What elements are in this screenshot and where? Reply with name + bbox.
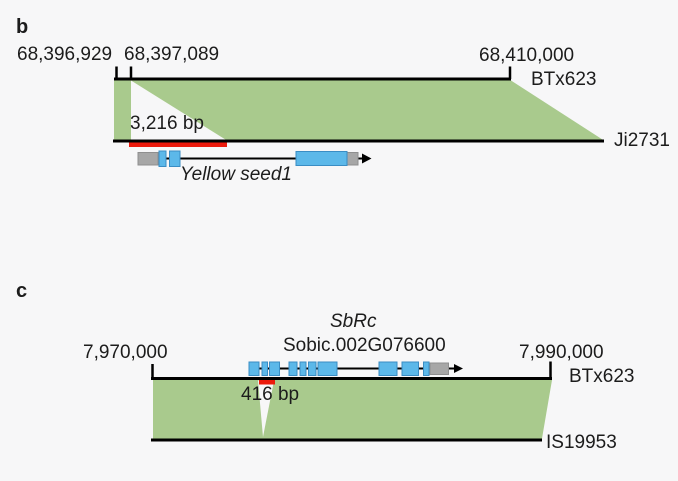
exon: [169, 150, 181, 167]
exon: [158, 150, 167, 167]
exon: [261, 361, 268, 376]
exon-boxes: [158, 150, 348, 167]
exon: [317, 361, 338, 376]
gene-id-label: Sobic.002G076600: [283, 335, 446, 356]
utr-left: [137, 152, 159, 166]
exon: [288, 361, 298, 376]
panel-c-letter: c: [16, 280, 27, 302]
gene-symbol-label: SbRc: [330, 311, 377, 332]
exon: [378, 361, 398, 376]
deletion-gap-wedge: [258, 380, 274, 437]
top-genome-label: BTx623: [531, 69, 596, 90]
coordinate-right-label: 68,410,000: [479, 45, 574, 66]
indel-size-label: 3,216 bp: [130, 113, 204, 134]
exon: [423, 361, 430, 376]
exon: [308, 361, 317, 376]
transcription-arrow-icon: [454, 364, 463, 373]
bottom-genome-label: IS19953: [546, 432, 617, 453]
panel-b-insertion-highlight: [129, 142, 227, 147]
panel-c-synteny-block: [153, 380, 552, 439]
coordinate-insertion-label: 68,397,089: [124, 44, 219, 65]
exon: [299, 361, 307, 376]
exon: [401, 361, 419, 376]
exon: [248, 361, 260, 376]
panel-c: c SbRc Sobic.002G076600 7,970,000 7,990,…: [16, 280, 634, 453]
exon: [269, 361, 280, 376]
gene-name-label: Yellow seed1: [180, 164, 292, 185]
panel-b: b 68,396,929 68,397,089 68,410,000 BTx62…: [16, 16, 670, 185]
bottom-genome-label: Ji2731: [614, 130, 670, 151]
coordinate-right-label: 7,990,000: [519, 342, 604, 363]
panel-c-gene-model: [248, 361, 463, 376]
panel-b-letter: b: [16, 16, 28, 38]
coordinate-left-label: 7,970,000: [83, 342, 168, 363]
indel-size-label: 416 bp: [241, 384, 299, 405]
panel-c-deletion-highlight: [259, 380, 275, 385]
exon-boxes: [248, 361, 430, 376]
utr-right: [346, 152, 359, 166]
synteny-left-strip: [114, 80, 131, 141]
coordinate-left-label: 68,396,929: [17, 44, 112, 65]
synteny-main-block: [131, 80, 604, 141]
panel-b-synteny-block: [114, 80, 604, 141]
utr-right: [429, 362, 449, 375]
transcription-arrow-icon: [362, 153, 372, 164]
top-genome-label: BTx623: [569, 366, 634, 387]
exon: [295, 151, 348, 166]
panel-b-gene-model: [137, 150, 372, 167]
